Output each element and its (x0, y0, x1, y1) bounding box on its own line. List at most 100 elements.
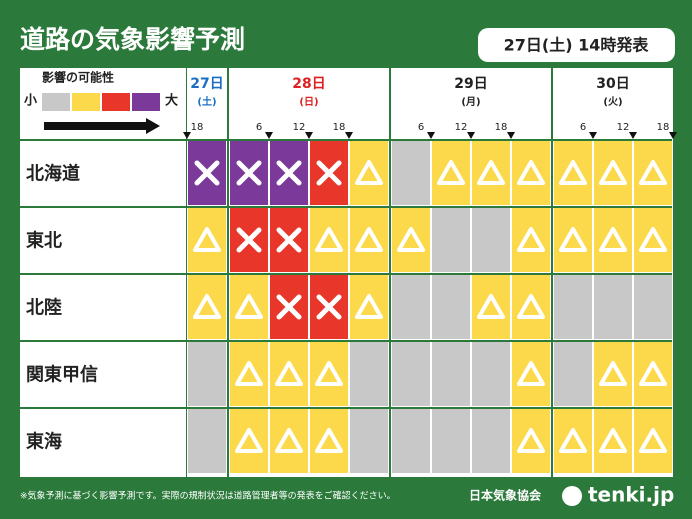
cell (230, 409, 268, 473)
time-label: 6 (580, 122, 586, 133)
legend-arrow (44, 118, 160, 134)
cell (188, 275, 226, 339)
cell (310, 342, 348, 406)
legend-swatch (42, 93, 70, 111)
triangle-symbol (559, 428, 587, 453)
triangle-symbol (275, 428, 303, 453)
cell (350, 141, 388, 205)
cell (554, 208, 592, 272)
triangle-symbol (559, 227, 587, 252)
triangle-symbol (639, 361, 667, 386)
cell (432, 342, 470, 406)
cross-symbol (194, 160, 220, 186)
cell (188, 342, 226, 406)
day-date: 27日 (190, 76, 223, 92)
cell (270, 342, 308, 406)
cell (634, 342, 672, 406)
time-label: 18 (333, 122, 346, 133)
cell (270, 409, 308, 473)
legend-swatch (72, 93, 100, 111)
cell (594, 275, 632, 339)
footer-note: ※気象予測に基づく影響予測です。実際の規制状況は道路管理者等の発表をご確認くださ… (20, 490, 396, 502)
time-label: 6 (256, 122, 262, 133)
time-tick (507, 132, 515, 139)
time-label: 12 (617, 122, 630, 133)
triangle-symbol (517, 227, 545, 252)
triangle-symbol (477, 160, 505, 185)
row-separator (20, 273, 672, 275)
cell (594, 208, 632, 272)
time-tick (629, 132, 637, 139)
cross-symbol (276, 227, 302, 253)
triangle-symbol (477, 294, 505, 319)
cell (432, 409, 470, 473)
cell (594, 342, 632, 406)
cell (472, 208, 510, 272)
region: 東海 (26, 431, 62, 453)
cell (392, 409, 430, 473)
cell (634, 409, 672, 473)
triangle-symbol (275, 361, 303, 386)
triangle-symbol (639, 160, 667, 185)
cell (554, 275, 592, 339)
day-weekday: (火) (603, 96, 622, 108)
cross-symbol (276, 294, 302, 320)
cell (310, 208, 348, 272)
cell (188, 409, 226, 473)
time-tick (669, 132, 677, 139)
cell (392, 342, 430, 406)
cell (392, 208, 430, 272)
row-separator (20, 407, 672, 409)
triangle-symbol (193, 294, 221, 319)
cross-symbol (236, 227, 262, 253)
triangle-symbol (437, 160, 465, 185)
cross-symbol (236, 160, 262, 186)
time-label: 12 (293, 122, 306, 133)
triangle-symbol (315, 428, 343, 453)
footer-org: 日本気象協会 (469, 488, 542, 503)
triangle-symbol (193, 227, 221, 252)
header-separator (20, 139, 672, 141)
time-label: 18 (191, 122, 204, 133)
time-tick (183, 132, 191, 139)
cross-symbol (316, 160, 342, 186)
cell (230, 342, 268, 406)
time-tick (345, 132, 353, 139)
day-date: 28日 (292, 76, 325, 92)
cell (512, 275, 550, 339)
triangle-symbol (559, 160, 587, 185)
cell (392, 275, 430, 339)
cell (188, 208, 226, 272)
cell (512, 409, 550, 473)
region: 北陸 (26, 297, 62, 319)
row-separator (20, 206, 672, 208)
cell (350, 275, 388, 339)
cell (634, 208, 672, 272)
time-label: 6 (418, 122, 424, 133)
triangle-symbol (315, 227, 343, 252)
issued: 27日(土) 14時発表 (504, 36, 650, 55)
triangle-symbol (355, 160, 383, 185)
time-tick (305, 132, 313, 139)
cell (594, 409, 632, 473)
cell (230, 275, 268, 339)
triangle-symbol (599, 227, 627, 252)
triangle-symbol (235, 294, 263, 319)
cell (634, 275, 672, 339)
region: 東北 (26, 230, 62, 252)
cell (594, 141, 632, 205)
legend-low: 小 (24, 94, 37, 109)
triangle-symbol (397, 227, 425, 252)
cell (472, 141, 510, 205)
cell (512, 342, 550, 406)
cell (472, 409, 510, 473)
cell (472, 342, 510, 406)
triangle-symbol (639, 227, 667, 252)
triangle-symbol (355, 294, 383, 319)
cell (392, 141, 430, 205)
footer-brand: tenki.jp (588, 483, 674, 507)
triangle-symbol (315, 361, 343, 386)
cell (634, 141, 672, 205)
triangle-symbol (517, 428, 545, 453)
